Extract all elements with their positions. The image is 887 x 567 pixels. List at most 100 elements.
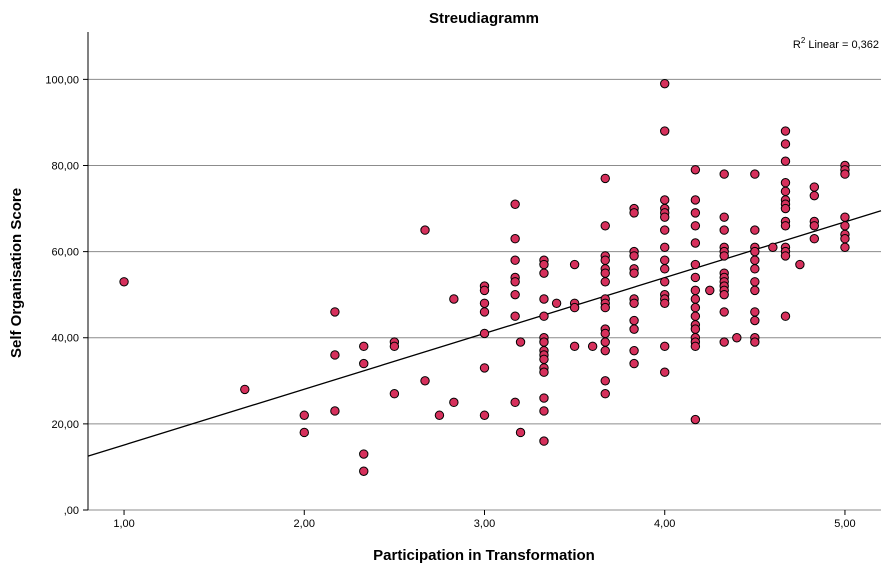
x-ticks: 1,00 2,00 3,00 4,00 5,00 (113, 510, 856, 530)
data-point (479, 363, 490, 373)
r2-label-superscript: 2 (801, 36, 806, 45)
data-point (569, 302, 580, 313)
data-point (359, 341, 369, 352)
data-point (359, 449, 369, 459)
data-point (510, 397, 520, 408)
data-point (569, 341, 580, 352)
data-point (809, 190, 820, 201)
data-point (660, 255, 670, 265)
data-point (510, 277, 520, 287)
data-point (780, 178, 791, 188)
data-point (510, 255, 520, 265)
data-point (719, 337, 729, 347)
data-point (510, 311, 520, 321)
data-point (780, 156, 791, 166)
data-point (479, 307, 490, 317)
data-point (600, 345, 610, 356)
data-point (539, 436, 549, 446)
x-tick-label: 4,00 (654, 518, 675, 530)
data-point (359, 358, 369, 369)
data-point (750, 315, 760, 326)
chart-title: Streudiagramm (429, 10, 539, 27)
data-point (539, 406, 549, 416)
data-point (690, 195, 701, 205)
data-point (600, 376, 610, 386)
data-point (750, 246, 760, 257)
data-point (434, 410, 445, 420)
data-point (780, 251, 791, 261)
data-point (240, 384, 250, 395)
data-point (840, 242, 850, 253)
data-point (690, 285, 701, 296)
data-point (629, 315, 639, 326)
data-point (750, 169, 760, 179)
data-point (690, 208, 701, 218)
data-point (629, 251, 639, 261)
data-point (629, 324, 639, 334)
data-point (600, 389, 610, 399)
data-point (660, 225, 670, 235)
data-point (420, 376, 430, 386)
data-point (780, 139, 791, 149)
data-point (629, 268, 639, 278)
data-point (719, 169, 729, 179)
data-point (539, 259, 549, 270)
data-point (705, 285, 715, 296)
data-point (359, 466, 369, 476)
data-point (119, 277, 129, 287)
data-point (660, 212, 670, 222)
data-point (719, 251, 729, 261)
data-point (660, 264, 670, 274)
x-axis-title: Participation in Transformation (373, 547, 595, 564)
data-point (732, 333, 742, 343)
data-point (587, 341, 598, 352)
data-point (299, 410, 309, 420)
data-point (515, 337, 526, 347)
data-point (780, 186, 791, 197)
data-point (690, 302, 701, 313)
data-point (600, 328, 610, 339)
data-point (629, 358, 639, 369)
data-point (719, 307, 729, 317)
data-point (795, 259, 805, 270)
y-ticks: ,00 20,00 40,00 60,00 80,00 100,00 (45, 74, 88, 517)
data-point (539, 354, 549, 364)
data-point (690, 221, 701, 231)
data-point (330, 406, 340, 416)
data-point (600, 302, 610, 313)
r2-label-prefix: R (793, 39, 801, 51)
data-point (660, 298, 670, 308)
data-point (479, 298, 490, 308)
data-point (479, 410, 490, 420)
data-point (750, 337, 760, 347)
data-point (750, 225, 760, 235)
data-points (119, 78, 850, 476)
data-point (515, 427, 526, 438)
data-point (539, 393, 549, 403)
y-tick-label: 40,00 (51, 333, 79, 345)
data-point (660, 195, 670, 205)
data-point (389, 341, 400, 352)
data-point (389, 389, 400, 399)
data-point (660, 277, 670, 287)
y-tick-label: 20,00 (51, 419, 79, 431)
data-point (660, 367, 670, 377)
data-point (690, 165, 701, 175)
data-point (660, 341, 670, 352)
data-point (750, 277, 760, 287)
data-point (629, 298, 639, 308)
data-point (600, 337, 610, 347)
data-point (539, 268, 549, 278)
data-point (660, 126, 670, 136)
data-point (690, 324, 701, 334)
data-point (510, 199, 520, 209)
data-point (768, 242, 778, 253)
data-point (479, 285, 490, 296)
data-point (719, 212, 729, 222)
data-point (629, 345, 639, 356)
data-point (600, 268, 610, 278)
data-point (569, 259, 580, 270)
data-point (750, 264, 760, 274)
data-point (840, 234, 850, 244)
